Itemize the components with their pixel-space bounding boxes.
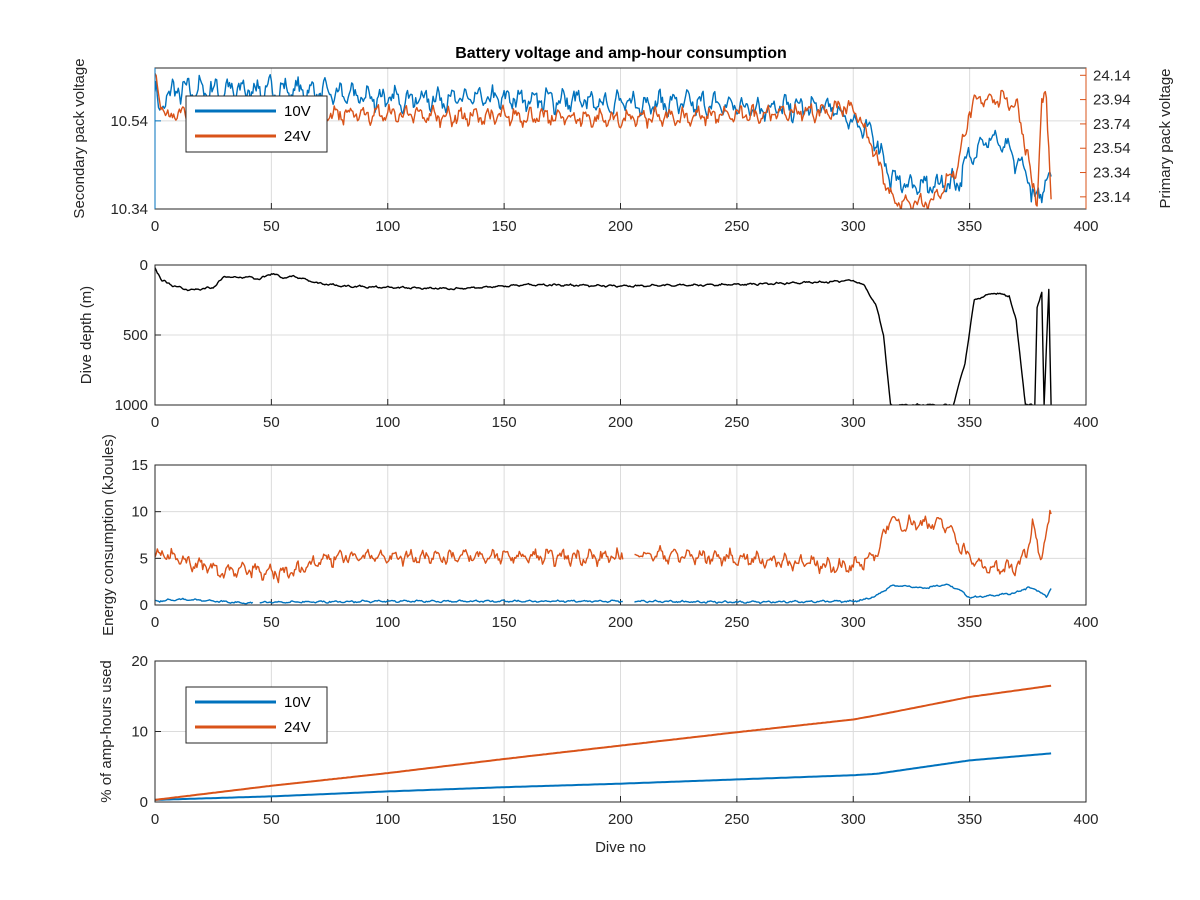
x-tick-label: 350 bbox=[957, 811, 982, 828]
x-tick-label: 350 bbox=[957, 218, 982, 235]
y-right-tick-label: 23.74 bbox=[1093, 116, 1131, 133]
x-tick-label: 150 bbox=[492, 414, 517, 431]
x-tick-label: 300 bbox=[841, 218, 866, 235]
legend-label-10v: 10V bbox=[284, 103, 311, 120]
y-right-tick-label: 23.34 bbox=[1093, 165, 1131, 182]
y-tick-label: 5 bbox=[140, 550, 148, 567]
y-tick-label: 10 bbox=[131, 504, 148, 521]
legend-label-24v: 24V bbox=[284, 719, 311, 736]
x-tick-label: 250 bbox=[724, 218, 749, 235]
y-tick-label: 10.54 bbox=[110, 113, 148, 130]
y-tick-label: 1000 bbox=[115, 397, 148, 414]
y-axis-label: Energy consumption (kJoules) bbox=[100, 434, 117, 636]
x-tick-label: 400 bbox=[1073, 414, 1098, 431]
x-tick-label: 100 bbox=[375, 614, 400, 631]
legend-label-10v: 10V bbox=[284, 694, 311, 711]
x-tick-label: 350 bbox=[957, 614, 982, 631]
y-right-tick-label: 24.14 bbox=[1093, 67, 1131, 84]
x-tick-label: 0 bbox=[151, 414, 159, 431]
series-line-10v bbox=[155, 752, 1052, 801]
y-tick-label: 0 bbox=[140, 597, 148, 614]
x-tick-label: 50 bbox=[263, 218, 280, 235]
y-tick-label: 10.34 bbox=[110, 201, 148, 218]
y-right-axis-label: Primary pack voltage bbox=[1157, 68, 1174, 208]
y-tick-label: 500 bbox=[123, 327, 148, 344]
x-tick-label: 50 bbox=[263, 614, 280, 631]
y-axis-label: % of amp-hours used bbox=[98, 660, 115, 803]
x-tick-label: 50 bbox=[263, 414, 280, 431]
subplot-1: 0 50 100 150 200 250 300 350 400 10.34 10.54 23.14 2… bbox=[71, 58, 1174, 235]
x-tick-label: 400 bbox=[1073, 218, 1098, 235]
x-tick-label: 100 bbox=[375, 218, 400, 235]
x-tick-label: 200 bbox=[608, 414, 633, 431]
series-line-24v bbox=[155, 684, 1052, 801]
x-tick-label: 300 bbox=[841, 811, 866, 828]
y-right-tick-label: 23.14 bbox=[1093, 189, 1131, 206]
x-tick-label: 100 bbox=[375, 414, 400, 431]
subplot-2: 0 50 100 150 200 250 300 350 400 0 500 1000 Dive dep… bbox=[78, 257, 1099, 431]
x-tick-label: 50 bbox=[263, 811, 280, 828]
x-tick-label: 0 bbox=[151, 614, 159, 631]
axes-box bbox=[154, 264, 1087, 406]
y-tick-label: 0 bbox=[140, 257, 148, 274]
x-tick-label: 100 bbox=[375, 811, 400, 828]
x-tick-label: 250 bbox=[724, 614, 749, 631]
x-tick-label: 400 bbox=[1073, 811, 1098, 828]
figure-title: Battery voltage and amp-hour consumption bbox=[455, 45, 787, 62]
x-tick-label: 250 bbox=[724, 811, 749, 828]
y-tick-label: 15 bbox=[131, 457, 148, 474]
subplot-3: 0 50 100 150 200 250 300 350 400 0 5 10 15 Energy con… bbox=[100, 434, 1099, 636]
y-right-tick-label: 23.94 bbox=[1093, 92, 1131, 109]
y-axis-label: Dive depth (m) bbox=[78, 286, 95, 384]
x-tick-label: 0 bbox=[151, 218, 159, 235]
series-line-10v bbox=[155, 583, 1052, 605]
subplot-4: 0 50 100 150 200 250 300 350 400 0 10 20 % of amp-ho… bbox=[98, 653, 1099, 856]
legend-box bbox=[185, 95, 328, 153]
x-tick-label: 250 bbox=[724, 414, 749, 431]
x-tick-label: 300 bbox=[841, 614, 866, 631]
x-tick-label: 400 bbox=[1073, 614, 1098, 631]
x-tick-label: 350 bbox=[957, 414, 982, 431]
y-tick-label: 10 bbox=[131, 724, 148, 741]
y-axis-label: Secondary pack voltage bbox=[71, 58, 88, 218]
y-tick-label: 0 bbox=[140, 794, 148, 811]
x-tick-label: 200 bbox=[608, 614, 633, 631]
axes-box bbox=[154, 464, 1087, 606]
x-axis-label: Dive no bbox=[595, 839, 646, 856]
legend-label-24v: 24V bbox=[284, 128, 311, 145]
x-tick-label: 0 bbox=[151, 811, 159, 828]
axes-box bbox=[154, 660, 1087, 803]
y-right-tick-label: 23.54 bbox=[1093, 140, 1131, 157]
legend-box bbox=[185, 686, 328, 744]
x-tick-label: 200 bbox=[608, 811, 633, 828]
y-tick-label: 20 bbox=[131, 653, 148, 670]
x-tick-label: 200 bbox=[608, 218, 633, 235]
plots: 0 50 100 150 200 250 300 350 40010.3410.5423.142… bbox=[71, 58, 1174, 856]
x-tick-label: 300 bbox=[841, 414, 866, 431]
x-tick-label: 150 bbox=[492, 614, 517, 631]
series-line-24v bbox=[155, 509, 1052, 584]
x-tick-label: 150 bbox=[492, 811, 517, 828]
x-tick-label: 150 bbox=[492, 218, 517, 235]
